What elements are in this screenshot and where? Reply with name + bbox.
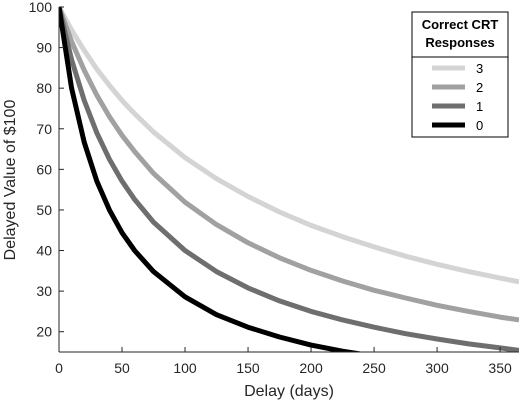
- legend-title-line2: Responses: [425, 35, 494, 50]
- y-tick-label: 20: [36, 324, 52, 340]
- y-tick-label: 30: [36, 283, 52, 299]
- y-tick-label: 60: [36, 161, 52, 177]
- y-tick-label: 40: [36, 243, 52, 259]
- legend-label-3: 3: [476, 61, 483, 76]
- legend-label-1: 1: [476, 99, 483, 114]
- x-tick-label: 300: [425, 360, 449, 376]
- x-tick-label: 0: [55, 360, 63, 376]
- legend-items: 3 2 1 0: [432, 61, 483, 133]
- series-line-2: [59, 7, 519, 323]
- y-tick-label: 70: [36, 121, 52, 137]
- y-axis-label: Delayed Value of $100: [2, 100, 19, 261]
- x-tick-label: 150: [236, 360, 260, 376]
- x-axis-label: Delay (days): [244, 383, 334, 400]
- y-tick-label: 80: [36, 80, 52, 96]
- legend-title-line1: Correct CRT: [422, 17, 499, 32]
- x-tick-label: 250: [362, 360, 386, 376]
- legend: Correct CRT Responses 3 2 1 0: [411, 11, 509, 138]
- y-tick-label: 90: [36, 40, 52, 56]
- series-layer: [59, 7, 519, 352]
- x-tick-label: 50: [114, 360, 130, 376]
- series-line-0: [59, 7, 365, 352]
- legend-label-0: 0: [476, 118, 483, 133]
- x-tick-label: 350: [488, 360, 512, 376]
- series-line-1: [59, 7, 519, 352]
- y-tick-label: 50: [36, 202, 52, 218]
- x-tick-label: 200: [299, 360, 323, 376]
- series-line-3: [59, 7, 519, 285]
- x-tick-label: 100: [173, 360, 197, 376]
- legend-label-2: 2: [476, 80, 483, 95]
- y-tick-label: 100: [29, 0, 53, 15]
- legend-box: [411, 11, 509, 138]
